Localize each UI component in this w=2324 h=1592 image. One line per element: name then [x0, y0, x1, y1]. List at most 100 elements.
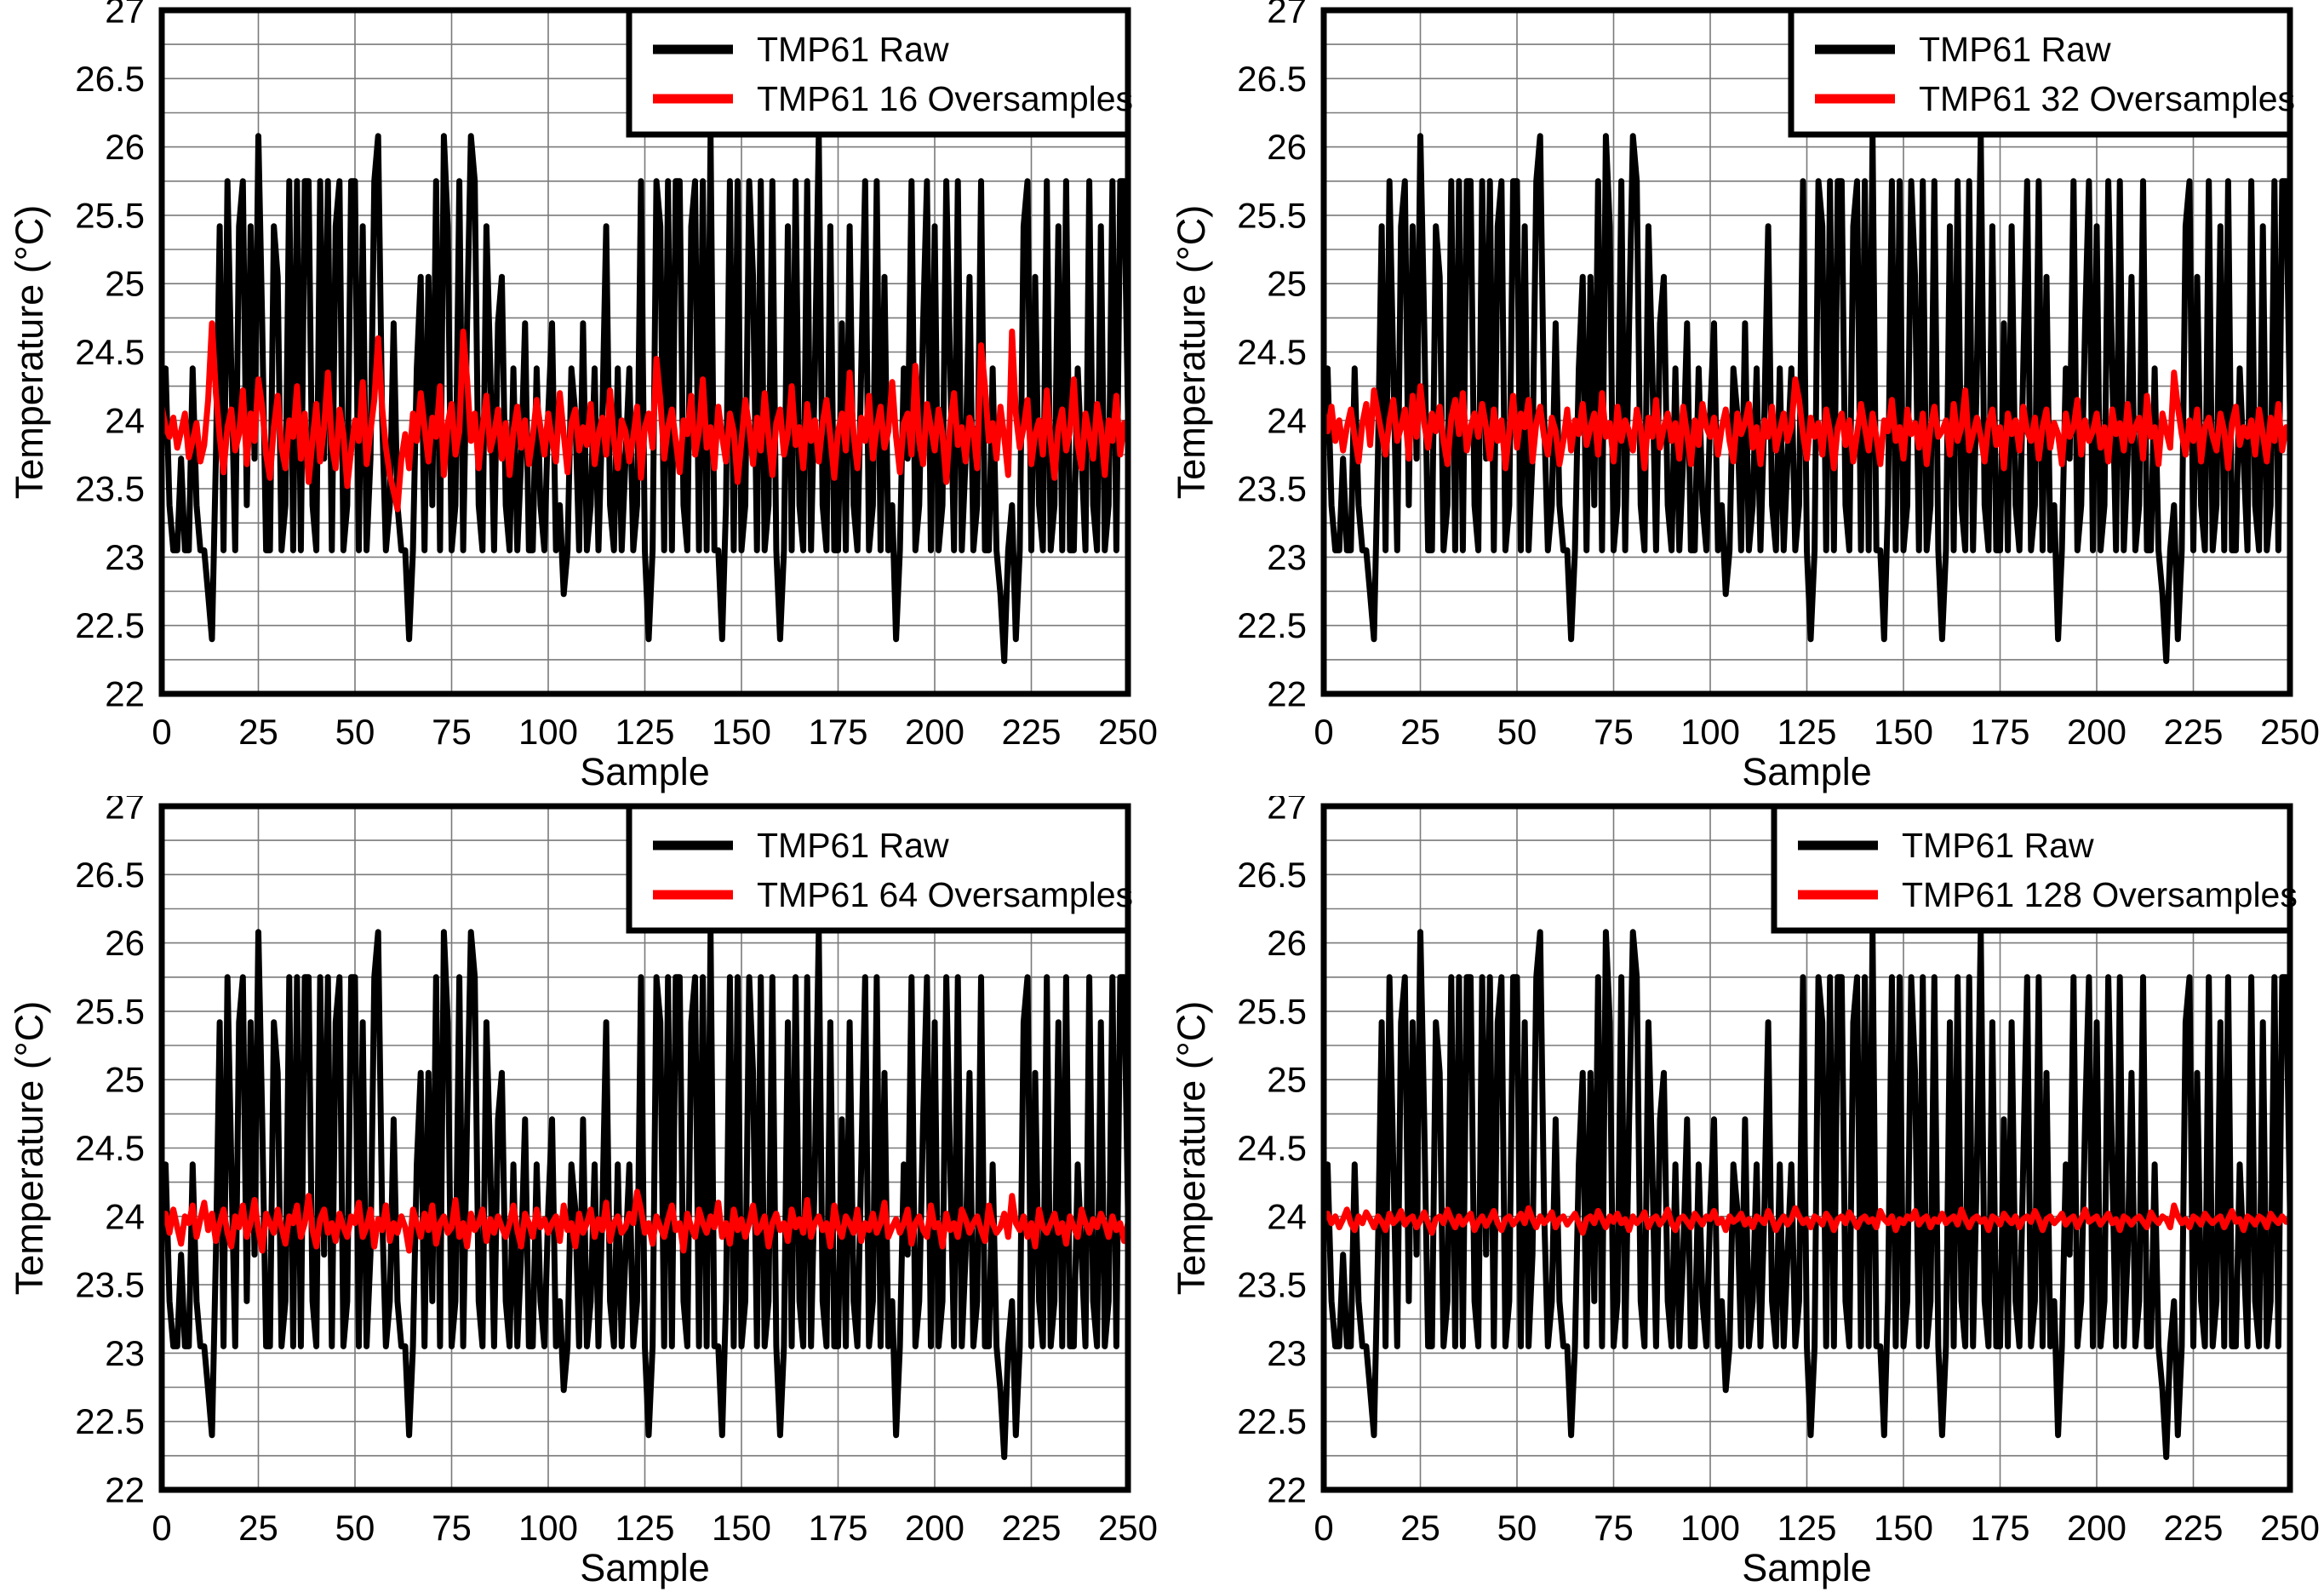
y-tick-label: 26.5: [75, 855, 145, 895]
x-tick-label: 100: [1680, 712, 1740, 752]
x-tick-label: 25: [238, 712, 278, 752]
x-axis-label: Sample: [580, 1546, 710, 1589]
x-tick-label: 75: [432, 1508, 472, 1548]
y-tick-label: 25.5: [75, 195, 145, 235]
x-tick-label: 175: [1970, 712, 2029, 752]
legend-label: TMP61 32 Oversamples: [1919, 79, 2295, 118]
y-tick-label: 22: [105, 1470, 145, 1510]
y-tick-label: 22: [1267, 1470, 1307, 1510]
y-tick-label: 23: [1267, 537, 1307, 577]
y-tick-label: 22: [105, 674, 145, 714]
legend-label: TMP61 16 Oversamples: [757, 79, 1133, 118]
x-tick-label: 225: [1001, 712, 1061, 752]
legend-box: [1771, 803, 2293, 934]
x-tick-label: 25: [1400, 1508, 1440, 1548]
chart-svg: 0 25 50 75 100 125 150 175 200 225 250 22 22.5 23 23.5…: [1170, 796, 2320, 1589]
y-axis-label: Temperature (°C): [8, 205, 51, 500]
legend-label: TMP61 Raw: [1902, 826, 2094, 865]
chart-tmp61-16-oversamples: 0 25 50 75 100 125 150 175 200 225 250 22 22.5 23 23.5…: [0, 0, 1162, 796]
chart-tmp61-32-oversamples: 0 25 50 75 100 125 150 175 200 225 250 22 22.5 23 23.5…: [1162, 0, 2324, 796]
x-axis-label: Sample: [1742, 750, 1872, 793]
series-raw: [1320, 133, 2293, 664]
y-tick-label: 27: [1267, 796, 1307, 827]
x-tick-label: 175: [1970, 1508, 2029, 1548]
x-tick-label: 225: [2163, 1508, 2223, 1548]
series-os16: [158, 320, 1131, 513]
legend-box: [1788, 7, 2293, 138]
series-os32: [1320, 369, 2293, 472]
y-tick-label: 26: [105, 923, 145, 963]
y-tick-label: 25: [105, 1060, 145, 1100]
y-tick-label: 23.5: [1237, 1265, 1307, 1305]
y-tick-label: 26.5: [75, 59, 145, 99]
y-tick-label: 26: [1267, 127, 1307, 167]
x-tick-label: 200: [905, 1508, 965, 1548]
y-tick-label: 26.5: [1237, 59, 1307, 99]
x-axis-label: Sample: [580, 750, 710, 793]
y-tick-label: 22: [1267, 674, 1307, 714]
x-tick-label: 250: [2260, 1508, 2320, 1548]
y-tick-label: 25: [1267, 1060, 1307, 1100]
x-tick-label: 150: [1874, 712, 1933, 752]
x-tick-label: 125: [1777, 712, 1836, 752]
chart-svg: 0 25 50 75 100 125 150 175 200 225 250 22 22.5 23 23.5…: [8, 796, 1158, 1589]
x-tick-label: 100: [518, 712, 578, 752]
x-tick-label: 50: [335, 712, 375, 752]
y-tick-label: 25.5: [75, 991, 145, 1031]
x-tick-label: 0: [1314, 1508, 1333, 1548]
y-tick-label: 26.5: [1237, 855, 1307, 895]
y-tick-label: 27: [105, 0, 145, 31]
y-axis-label: Temperature (°C): [1170, 205, 1213, 500]
y-tick-label: 22.5: [75, 605, 145, 645]
y-tick-label: 26: [105, 127, 145, 167]
x-tick-label: 50: [1497, 712, 1537, 752]
series-raw: [158, 133, 1131, 664]
x-tick-label: 75: [1594, 1508, 1634, 1548]
chart-svg: 0 25 50 75 100 125 150 175 200 225 250 22 22.5 23 23.5…: [8, 0, 1158, 793]
x-tick-label: 225: [2163, 712, 2223, 752]
y-tick-label: 24: [1267, 400, 1307, 440]
legend-label: TMP61 64 Oversamples: [757, 875, 1133, 914]
legend-label: TMP61 Raw: [757, 826, 949, 865]
y-tick-label: 23.5: [75, 1265, 145, 1305]
chart-svg: 0 25 50 75 100 125 150 175 200 225 250 22 22.5 23 23.5…: [1170, 0, 2320, 793]
y-axis-label: Temperature (°C): [8, 1001, 51, 1296]
y-tick-label: 23.5: [1237, 469, 1307, 509]
chart-tmp61-128-oversamples: 0 25 50 75 100 125 150 175 200 225 250 22 22.5 23 23.5…: [1162, 796, 2324, 1592]
y-tick-label: 23: [105, 537, 145, 577]
y-tick-label: 27: [105, 796, 145, 827]
y-tick-label: 25: [105, 264, 145, 304]
y-tick-label: 24.5: [75, 1128, 145, 1168]
y-tick-label: 27: [1267, 0, 1307, 31]
series-os64: [158, 1188, 1131, 1254]
x-tick-label: 150: [712, 712, 771, 752]
y-tick-label: 22.5: [1237, 1401, 1307, 1441]
y-tick-label: 26: [1267, 923, 1307, 963]
y-tick-label: 23: [105, 1333, 145, 1373]
y-tick-label: 22.5: [75, 1401, 145, 1441]
y-tick-label: 24: [1267, 1196, 1307, 1236]
y-tick-label: 24.5: [1237, 332, 1307, 372]
x-tick-label: 75: [432, 712, 472, 752]
x-tick-label: 175: [808, 712, 867, 752]
x-tick-label: 250: [2260, 712, 2320, 752]
series-os128: [1320, 1202, 2293, 1236]
y-tick-label: 24.5: [1237, 1128, 1307, 1168]
x-tick-label: 250: [1098, 1508, 1158, 1548]
y-tick-label: 25.5: [1237, 991, 1307, 1031]
legend-label: TMP61 128 Oversamples: [1902, 875, 2298, 914]
x-tick-label: 50: [1497, 1508, 1537, 1548]
x-tick-label: 225: [1001, 1508, 1061, 1548]
legend-box: [626, 7, 1131, 138]
series-raw: [1320, 929, 2293, 1460]
x-tick-label: 125: [615, 1508, 674, 1548]
chart-tmp61-64-oversamples: 0 25 50 75 100 125 150 175 200 225 250 22 22.5 23 23.5…: [0, 796, 1162, 1592]
x-tick-label: 50: [335, 1508, 375, 1548]
y-tick-label: 24.5: [75, 332, 145, 372]
legend-label: TMP61 Raw: [1919, 30, 2111, 69]
y-tick-label: 23.5: [75, 469, 145, 509]
y-tick-label: 22.5: [1237, 605, 1307, 645]
x-tick-label: 200: [2067, 1508, 2127, 1548]
y-tick-label: 23: [1267, 1333, 1307, 1373]
